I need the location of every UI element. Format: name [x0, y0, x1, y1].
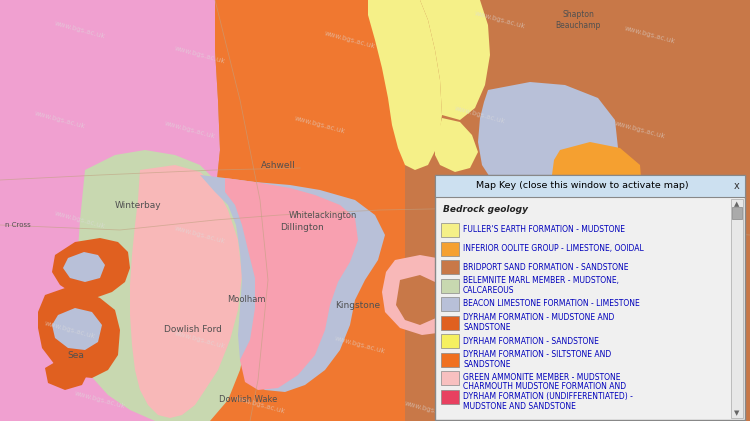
Polygon shape	[405, 0, 750, 421]
Text: BELEMNITE MARL MEMBER - MUDSTONE,
CALCAREOUS: BELEMNITE MARL MEMBER - MUDSTONE, CALCAR…	[463, 276, 619, 295]
Text: Whitelackington: Whitelackington	[289, 210, 357, 219]
Polygon shape	[618, 268, 660, 300]
Polygon shape	[382, 255, 472, 335]
Text: Moolham: Moolham	[226, 296, 266, 304]
Text: www.bgs.ac.uk: www.bgs.ac.uk	[494, 330, 546, 350]
Bar	[441, 279, 459, 293]
Polygon shape	[535, 212, 632, 308]
Text: www.bgs.ac.uk: www.bgs.ac.uk	[614, 335, 666, 354]
Text: www.bgs.ac.uk: www.bgs.ac.uk	[54, 210, 106, 230]
Text: www.bgs.ac.uk: www.bgs.ac.uk	[404, 400, 456, 420]
Polygon shape	[70, 150, 252, 421]
Text: Ashwell: Ashwell	[261, 160, 296, 170]
Text: Map Key (close this window to activate map): Map Key (close this window to activate m…	[476, 181, 688, 190]
Text: www.bgs.ac.uk: www.bgs.ac.uk	[54, 20, 106, 40]
Text: x: x	[734, 181, 740, 191]
Text: BRIDPORT SAND FORMATION - SANDSTONE: BRIDPORT SAND FORMATION - SANDSTONE	[463, 263, 628, 272]
Polygon shape	[63, 252, 105, 282]
Text: Dowlish Ford: Dowlish Ford	[164, 325, 222, 333]
Polygon shape	[625, 235, 668, 270]
Text: n Cross: n Cross	[5, 222, 31, 228]
Bar	[732, 207, 742, 219]
Text: Dowlish Wake: Dowlish Wake	[219, 395, 278, 405]
Polygon shape	[200, 175, 385, 392]
Text: www.bgs.ac.uk: www.bgs.ac.uk	[324, 30, 376, 50]
Polygon shape	[478, 82, 618, 208]
Bar	[435, 175, 745, 420]
Bar	[441, 315, 459, 330]
Text: FULLER'S EARTH FORMATION - MUDSTONE: FULLER'S EARTH FORMATION - MUDSTONE	[463, 226, 625, 234]
Text: www.bgs.ac.uk: www.bgs.ac.uk	[174, 225, 226, 245]
Text: www.bgs.ac.uk: www.bgs.ac.uk	[444, 230, 497, 250]
Polygon shape	[420, 0, 490, 120]
Text: BEACON LIMESTONE FORMATION - LIMESTONE: BEACON LIMESTONE FORMATION - LIMESTONE	[463, 299, 640, 309]
Bar	[441, 242, 459, 256]
Text: Sea: Sea	[68, 351, 85, 360]
Polygon shape	[368, 0, 442, 170]
Polygon shape	[195, 0, 750, 421]
Bar	[441, 223, 459, 237]
Text: Bedrock geology: Bedrock geology	[443, 205, 528, 213]
Text: www.bgs.ac.uk: www.bgs.ac.uk	[334, 335, 386, 354]
Polygon shape	[38, 288, 120, 378]
Text: DYRHAM FORMATION - SILTSTONE AND
SANDSTONE: DYRHAM FORMATION - SILTSTONE AND SANDSTO…	[463, 350, 611, 369]
Text: ▲: ▲	[734, 201, 740, 207]
Text: INFERIOR OOLITE GROUP - LIMESTONE, OOIDAL: INFERIOR OOLITE GROUP - LIMESTONE, OOIDA…	[463, 244, 644, 253]
Text: www.bgs.ac.uk: www.bgs.ac.uk	[44, 320, 96, 340]
Text: DYRHAM FORMATION - MUDSTONE AND
SANDSTONE: DYRHAM FORMATION - MUDSTONE AND SANDSTON…	[463, 313, 614, 332]
Text: GREEN AMMONITE MEMBER - MUDSTONE: GREEN AMMONITE MEMBER - MUDSTONE	[463, 373, 620, 383]
Text: DYRHAM FORMATION - SANDSTONE: DYRHAM FORMATION - SANDSTONE	[463, 336, 598, 346]
Text: www.bgs.ac.uk: www.bgs.ac.uk	[74, 390, 126, 410]
Text: Shapton
Beauchamp: Shapton Beauchamp	[555, 10, 601, 30]
Text: www.bgs.ac.uk: www.bgs.ac.uk	[454, 105, 506, 125]
Text: www.bgs.ac.uk: www.bgs.ac.uk	[174, 330, 226, 350]
Bar	[441, 371, 459, 385]
Polygon shape	[396, 275, 442, 325]
Text: www.bgs.ac.uk: www.bgs.ac.uk	[614, 120, 666, 140]
Bar	[441, 297, 459, 311]
Text: www.bgs.ac.uk: www.bgs.ac.uk	[624, 25, 676, 45]
Text: Hinton St
George: Hinton St George	[647, 375, 682, 395]
Text: Kingstone: Kingstone	[335, 301, 380, 309]
Text: www.bgs.ac.uk: www.bgs.ac.uk	[594, 225, 646, 245]
Polygon shape	[52, 238, 130, 298]
Polygon shape	[435, 118, 478, 172]
Bar	[441, 352, 459, 367]
Text: www.bgs.ac.uk: www.bgs.ac.uk	[574, 395, 626, 415]
Text: www.bgs.ac.uk: www.bgs.ac.uk	[164, 120, 216, 140]
Text: www.bgs.ac.uk: www.bgs.ac.uk	[474, 10, 526, 30]
Polygon shape	[552, 142, 642, 215]
Text: www.bgs.ac.uk: www.bgs.ac.uk	[174, 45, 226, 65]
Text: Dillington: Dillington	[280, 224, 324, 232]
Text: www.bgs.ac.uk: www.bgs.ac.uk	[234, 395, 286, 415]
Text: CHARMOUTH MUDSTONE FORMATION AND
DYRHAM FORMATION (UNDIFFERENTIATED) -
MUDSTONE : CHARMOUTH MUDSTONE FORMATION AND DYRHAM …	[463, 382, 633, 411]
Polygon shape	[130, 165, 242, 418]
Polygon shape	[52, 308, 102, 350]
Text: Lopenhe: Lopenhe	[702, 181, 738, 189]
Text: www.bgs.ac.uk: www.bgs.ac.uk	[34, 110, 86, 130]
Bar	[441, 389, 459, 403]
Polygon shape	[0, 0, 220, 421]
Bar	[731, 199, 743, 418]
Polygon shape	[622, 335, 670, 375]
Bar	[441, 260, 459, 274]
Text: Winterbay: Winterbay	[115, 202, 161, 210]
Text: www.bgs.ac.uk: www.bgs.ac.uk	[294, 115, 346, 135]
Polygon shape	[225, 178, 358, 390]
Bar	[441, 334, 459, 348]
Bar	[435, 175, 745, 197]
Polygon shape	[45, 358, 88, 390]
Text: ▼: ▼	[734, 410, 740, 416]
